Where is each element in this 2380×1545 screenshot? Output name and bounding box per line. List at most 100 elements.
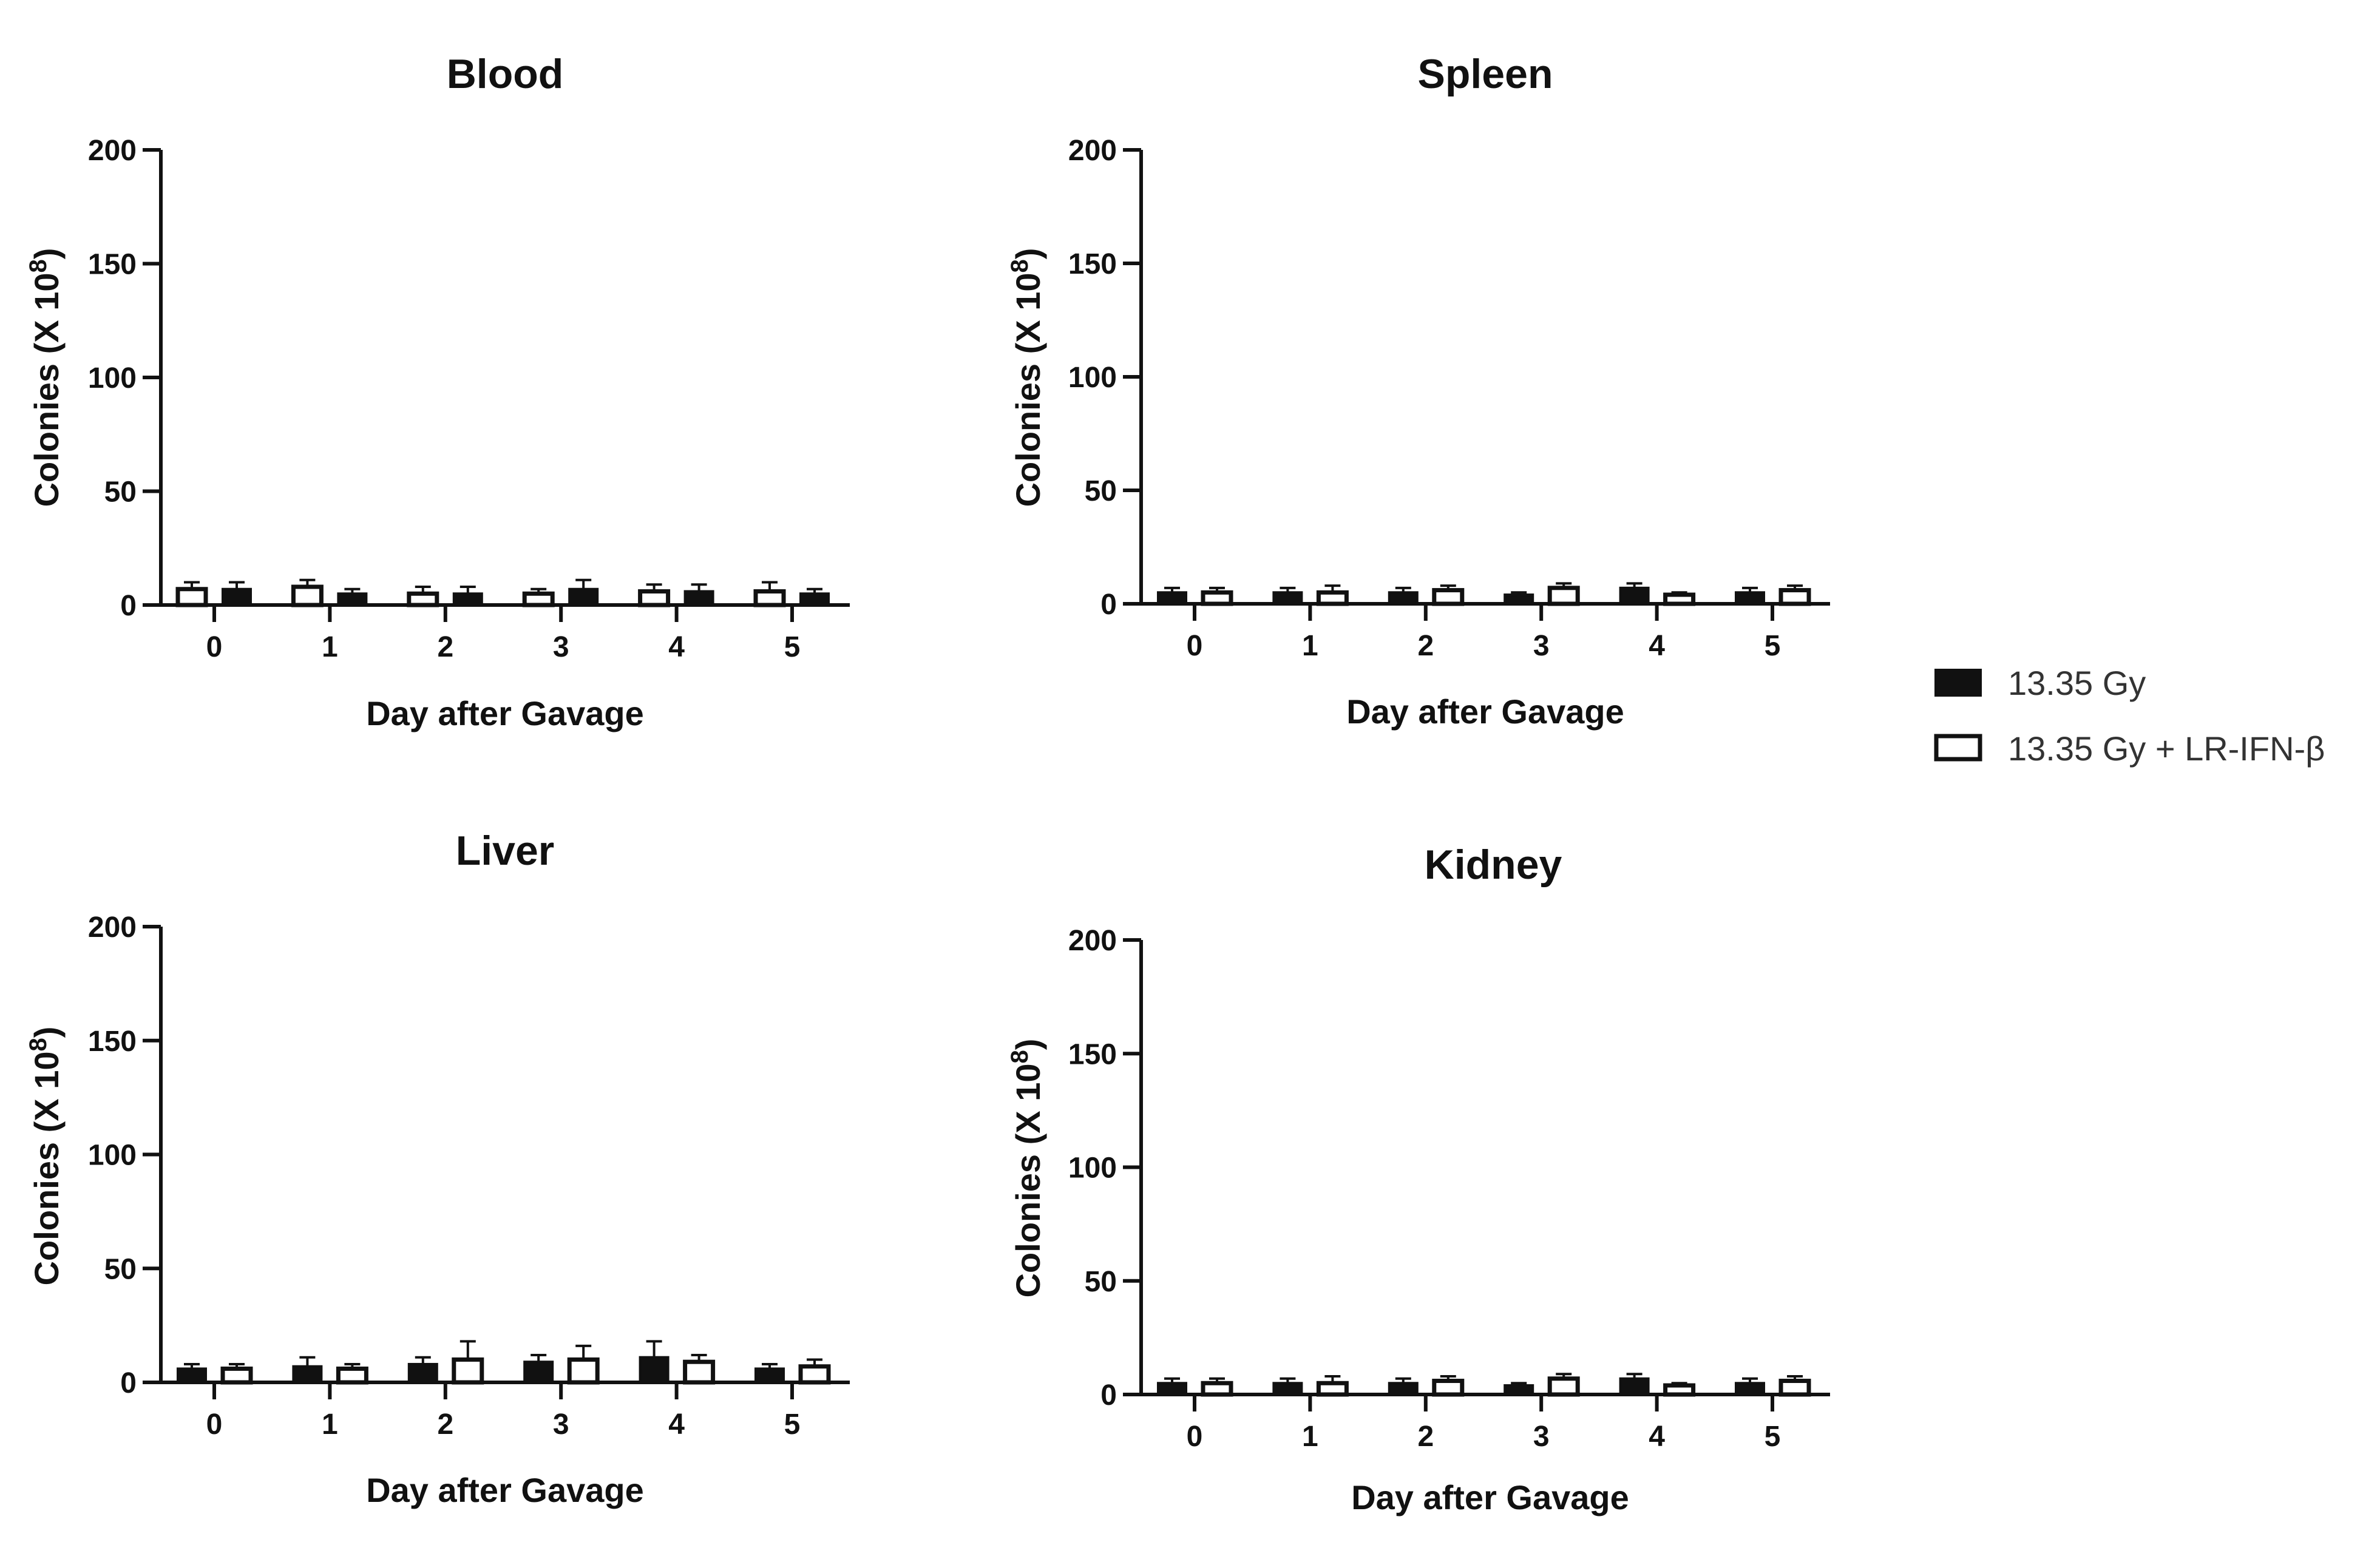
bar <box>175 587 208 607</box>
bar <box>798 1364 831 1385</box>
bar <box>1547 1376 1580 1397</box>
bar <box>1778 1379 1811 1397</box>
chart-panel-blood: Blood Colonies (X 108) Day after Gavage … <box>25 51 850 732</box>
bar <box>1663 1383 1696 1397</box>
x-tick-label: 1 <box>322 631 338 663</box>
bar <box>638 589 671 607</box>
panel-title: Liver <box>456 828 555 874</box>
bar <box>1432 1379 1465 1397</box>
plot-area: 0 50 100 150 200 0 1 2 3 4 5 <box>88 135 850 663</box>
bar <box>683 590 714 606</box>
x-tick-label: 0 <box>1187 630 1203 662</box>
x-tick-label: 4 <box>668 631 685 663</box>
bar <box>568 587 599 606</box>
y-axis-label: Colonies (X 108) <box>1006 248 1047 507</box>
panel-title: Spleen <box>1418 51 1553 97</box>
bar <box>1432 588 1465 606</box>
y-axis-label: Colonies (X 108) <box>25 1027 66 1286</box>
bar <box>639 1356 670 1384</box>
chart-panel-spleen: Spleen Colonies (X 108) Day after Gavage… <box>1006 51 1830 731</box>
bar <box>753 589 786 607</box>
y-tick-label: 0 <box>120 590 137 622</box>
y-tick-label: 0 <box>120 1367 137 1399</box>
bar <box>1388 591 1419 605</box>
bar <box>1504 1384 1534 1396</box>
x-tick-label: 2 <box>437 1408 453 1441</box>
x-tick-label: 0 <box>206 631 223 663</box>
x-tick-label: 5 <box>784 631 801 663</box>
bar <box>1778 588 1811 606</box>
chart-panel-liver: Liver Colonies (X 108) Day after Gavage … <box>25 828 850 1509</box>
bar <box>1201 1381 1233 1397</box>
x-tick-label: 1 <box>1302 630 1318 662</box>
bar <box>1619 1377 1650 1396</box>
bar <box>1272 591 1303 605</box>
bar <box>1316 590 1349 606</box>
bar <box>1663 592 1696 606</box>
bar <box>683 1359 716 1385</box>
panel-title: Blood <box>447 51 564 97</box>
bar <box>452 592 483 606</box>
x-tick-label: 2 <box>1417 630 1434 662</box>
bar <box>220 1366 253 1385</box>
bar <box>292 1365 323 1384</box>
plot-area: 0 50 100 150 200 0 1 2 3 4 5 <box>1068 135 1830 662</box>
bar <box>1388 1382 1419 1396</box>
chart-panel-kidney: Kidney Colonies (X 108) Day after Gavage… <box>1006 842 1830 1516</box>
y-tick-label: 50 <box>1085 1266 1117 1298</box>
x-tick-label: 4 <box>1649 1421 1665 1453</box>
x-tick-label: 0 <box>206 1408 223 1441</box>
bar <box>336 1366 368 1385</box>
legend-swatch-dark <box>1934 669 1982 697</box>
bar <box>291 584 324 607</box>
y-tick-label: 150 <box>88 1026 137 1058</box>
x-tick-label: 2 <box>1417 1421 1434 1453</box>
y-tick-label: 200 <box>1068 135 1117 167</box>
legend: 13.35 Gy 13.35 Gy + LR-IFN-β <box>1934 664 2325 768</box>
x-tick-label: 1 <box>1302 1421 1318 1453</box>
bar <box>1619 586 1650 606</box>
bar <box>407 1362 438 1384</box>
x-axis-label: Day after Gavage <box>1346 692 1624 731</box>
x-tick-label: 5 <box>1765 1421 1781 1453</box>
y-tick-label: 100 <box>1068 362 1117 394</box>
y-tick-label: 200 <box>88 135 137 167</box>
legend-swatch-light <box>1934 734 1982 762</box>
x-tick-label: 0 <box>1187 1421 1203 1453</box>
bar <box>1316 1381 1349 1397</box>
y-tick-label: 50 <box>1085 475 1117 507</box>
x-tick-label: 3 <box>553 1408 569 1441</box>
y-tick-label: 200 <box>1068 925 1117 957</box>
bar <box>1504 593 1534 605</box>
y-axis-label: Colonies (X 108) <box>25 248 66 507</box>
bar <box>799 592 830 606</box>
x-tick-label: 5 <box>1765 630 1781 662</box>
x-tick-label: 1 <box>322 1408 338 1441</box>
legend-label: 13.35 Gy <box>2008 664 2146 702</box>
bar <box>1157 1382 1187 1396</box>
y-tick-label: 100 <box>88 362 137 394</box>
y-tick-label: 50 <box>104 1253 137 1285</box>
panel-title: Kidney <box>1425 842 1562 888</box>
y-tick-label: 100 <box>88 1140 137 1172</box>
plot-area: 0 50 100 150 200 0 1 2 3 4 5 <box>1068 925 1830 1453</box>
x-axis-label: Day after Gavage <box>1351 1478 1629 1516</box>
x-axis-label: Day after Gavage <box>366 694 644 732</box>
x-tick-label: 4 <box>1649 630 1665 662</box>
bar <box>407 591 439 607</box>
x-tick-label: 3 <box>1533 630 1550 662</box>
y-tick-label: 150 <box>88 249 137 281</box>
x-axis-label: Day after Gavage <box>366 1471 644 1509</box>
y-tick-label: 150 <box>1068 1038 1117 1070</box>
bar <box>452 1357 484 1385</box>
plot-area: 0 50 100 150 200 0 1 2 3 4 5 <box>88 911 850 1441</box>
x-tick-label: 3 <box>1533 1421 1550 1453</box>
x-tick-label: 5 <box>784 1408 801 1441</box>
y-tick-label: 200 <box>88 911 137 944</box>
bar <box>1547 586 1580 606</box>
x-tick-label: 4 <box>668 1408 685 1441</box>
x-tick-label: 2 <box>437 631 453 663</box>
y-tick-label: 100 <box>1068 1152 1117 1185</box>
